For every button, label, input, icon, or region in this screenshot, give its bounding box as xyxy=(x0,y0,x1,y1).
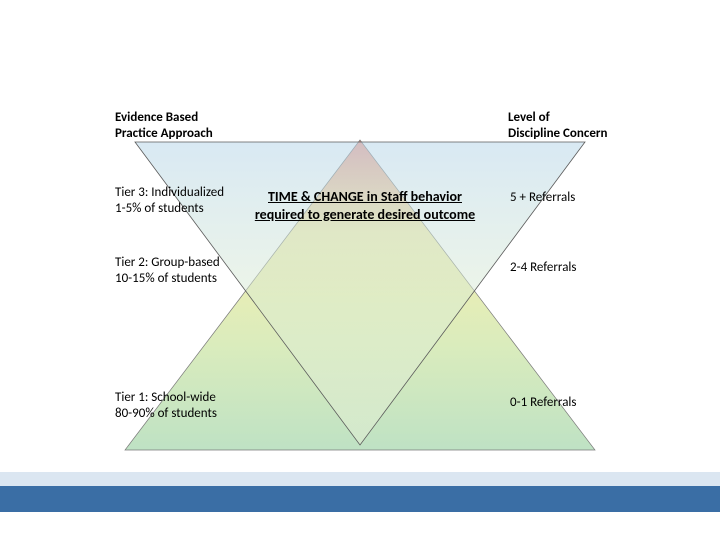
header-left-line2: Practice Approach xyxy=(115,126,213,141)
footer-bar-dark xyxy=(0,486,720,512)
center-line1: TIME & CHANGE in Staff behavior xyxy=(268,188,462,205)
triangle-graphic xyxy=(0,0,720,540)
tier1-line2: 80-90% of students xyxy=(115,406,217,421)
footer-bar-light xyxy=(0,472,720,486)
referrals-5plus: 5 + Referrals xyxy=(510,190,575,206)
header-left: Evidence Based Practice Approach xyxy=(115,110,213,143)
tier1-left: Tier 1: School-wide 80-90% of students xyxy=(115,390,217,423)
header-right-line1: Level of xyxy=(508,110,550,125)
tier2-line1: Tier 2: Group-based xyxy=(115,255,220,270)
referrals-2to4: 2-4 Referrals xyxy=(510,260,577,276)
tier2-line2: 10-15% of students xyxy=(115,271,217,286)
tier1-line1: Tier 1: School-wide xyxy=(115,390,216,405)
header-left-line1: Evidence Based xyxy=(115,110,198,125)
header-right-line2: Discipline Concern xyxy=(508,126,607,141)
referrals-0to1: 0-1 Referrals xyxy=(510,395,577,411)
tier3-line1: Tier 3: Individualized xyxy=(115,185,224,200)
center-line2: required to generate desired outcome xyxy=(255,206,475,223)
diagram-canvas: Evidence Based Practice Approach Level o… xyxy=(0,0,720,540)
header-right: Level of Discipline Concern xyxy=(508,110,607,143)
center-caption: TIME & CHANGE in Staff behavior required… xyxy=(225,188,505,223)
tier3-left: Tier 3: Individualized 1-5% of students xyxy=(115,185,224,218)
tier3-line2: 1-5% of students xyxy=(115,201,204,216)
tier2-left: Tier 2: Group-based 10-15% of students xyxy=(115,255,220,288)
